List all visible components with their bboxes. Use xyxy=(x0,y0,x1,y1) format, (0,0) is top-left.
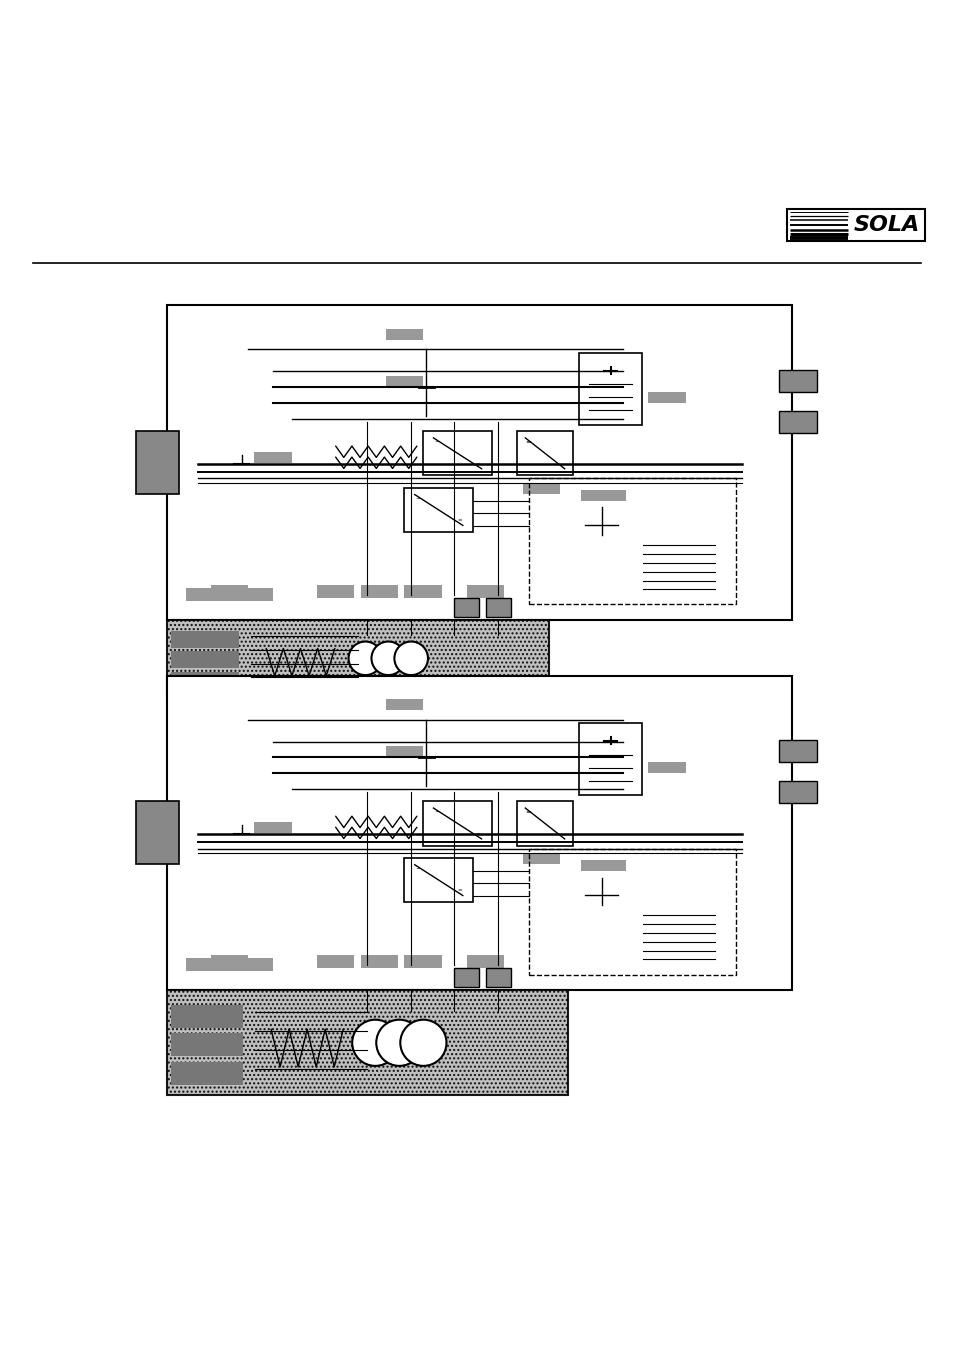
Circle shape xyxy=(394,642,428,676)
Bar xyxy=(529,478,735,604)
Bar xyxy=(385,328,423,340)
Bar xyxy=(385,698,423,711)
Bar xyxy=(454,969,478,988)
Bar xyxy=(360,955,397,969)
Bar xyxy=(404,585,441,598)
Text: =: = xyxy=(476,832,480,838)
Bar xyxy=(578,353,641,426)
Bar xyxy=(360,585,397,598)
Bar xyxy=(423,801,492,846)
Bar xyxy=(186,958,273,971)
Bar xyxy=(466,955,504,969)
Bar xyxy=(167,990,567,1096)
Text: =: = xyxy=(456,519,461,523)
Text: =: = xyxy=(456,889,461,893)
Circle shape xyxy=(352,1020,398,1066)
Text: ~: ~ xyxy=(559,832,563,838)
Bar xyxy=(167,620,548,697)
Bar xyxy=(254,821,292,834)
Bar xyxy=(466,585,504,598)
Text: ~: ~ xyxy=(415,866,420,873)
Bar xyxy=(423,431,492,476)
Text: =: = xyxy=(525,809,531,816)
Bar xyxy=(485,598,510,617)
Bar xyxy=(385,746,423,758)
Circle shape xyxy=(371,642,405,676)
Bar xyxy=(211,585,248,598)
Bar xyxy=(580,861,625,871)
Bar xyxy=(647,392,685,403)
Bar xyxy=(167,676,791,990)
Bar xyxy=(171,631,239,647)
Bar xyxy=(779,740,816,762)
Bar xyxy=(779,411,816,432)
Bar xyxy=(171,1034,243,1056)
Text: ~: ~ xyxy=(559,462,563,467)
Bar xyxy=(167,305,791,620)
Text: =: = xyxy=(525,439,531,446)
Bar xyxy=(454,598,478,617)
Circle shape xyxy=(348,642,382,676)
Bar xyxy=(171,1062,243,1085)
Text: =: = xyxy=(476,462,480,467)
Bar xyxy=(580,490,625,501)
Bar xyxy=(316,955,354,969)
Bar xyxy=(211,955,248,969)
Bar xyxy=(186,588,273,601)
Text: SOLA: SOLA xyxy=(853,215,919,235)
Bar xyxy=(171,671,239,689)
Bar xyxy=(517,431,573,476)
Bar xyxy=(485,969,510,988)
Bar xyxy=(135,431,179,494)
Bar xyxy=(786,209,924,242)
Bar xyxy=(404,955,441,969)
Bar xyxy=(647,762,685,773)
Text: ~: ~ xyxy=(415,496,420,503)
Bar xyxy=(135,801,179,865)
Text: ~: ~ xyxy=(434,439,439,446)
Text: ~: ~ xyxy=(434,809,439,816)
Bar xyxy=(522,484,559,494)
Bar xyxy=(171,1005,243,1028)
Bar xyxy=(254,451,292,463)
Bar xyxy=(779,781,816,802)
Bar xyxy=(578,723,641,796)
Bar xyxy=(404,858,473,902)
Bar xyxy=(522,854,559,865)
Bar xyxy=(404,488,473,532)
Bar xyxy=(385,376,423,388)
Bar xyxy=(171,651,239,669)
Bar xyxy=(529,848,735,974)
Bar xyxy=(517,801,573,846)
Circle shape xyxy=(375,1020,422,1066)
Bar xyxy=(779,370,816,392)
Bar xyxy=(316,585,354,598)
Circle shape xyxy=(400,1020,446,1066)
